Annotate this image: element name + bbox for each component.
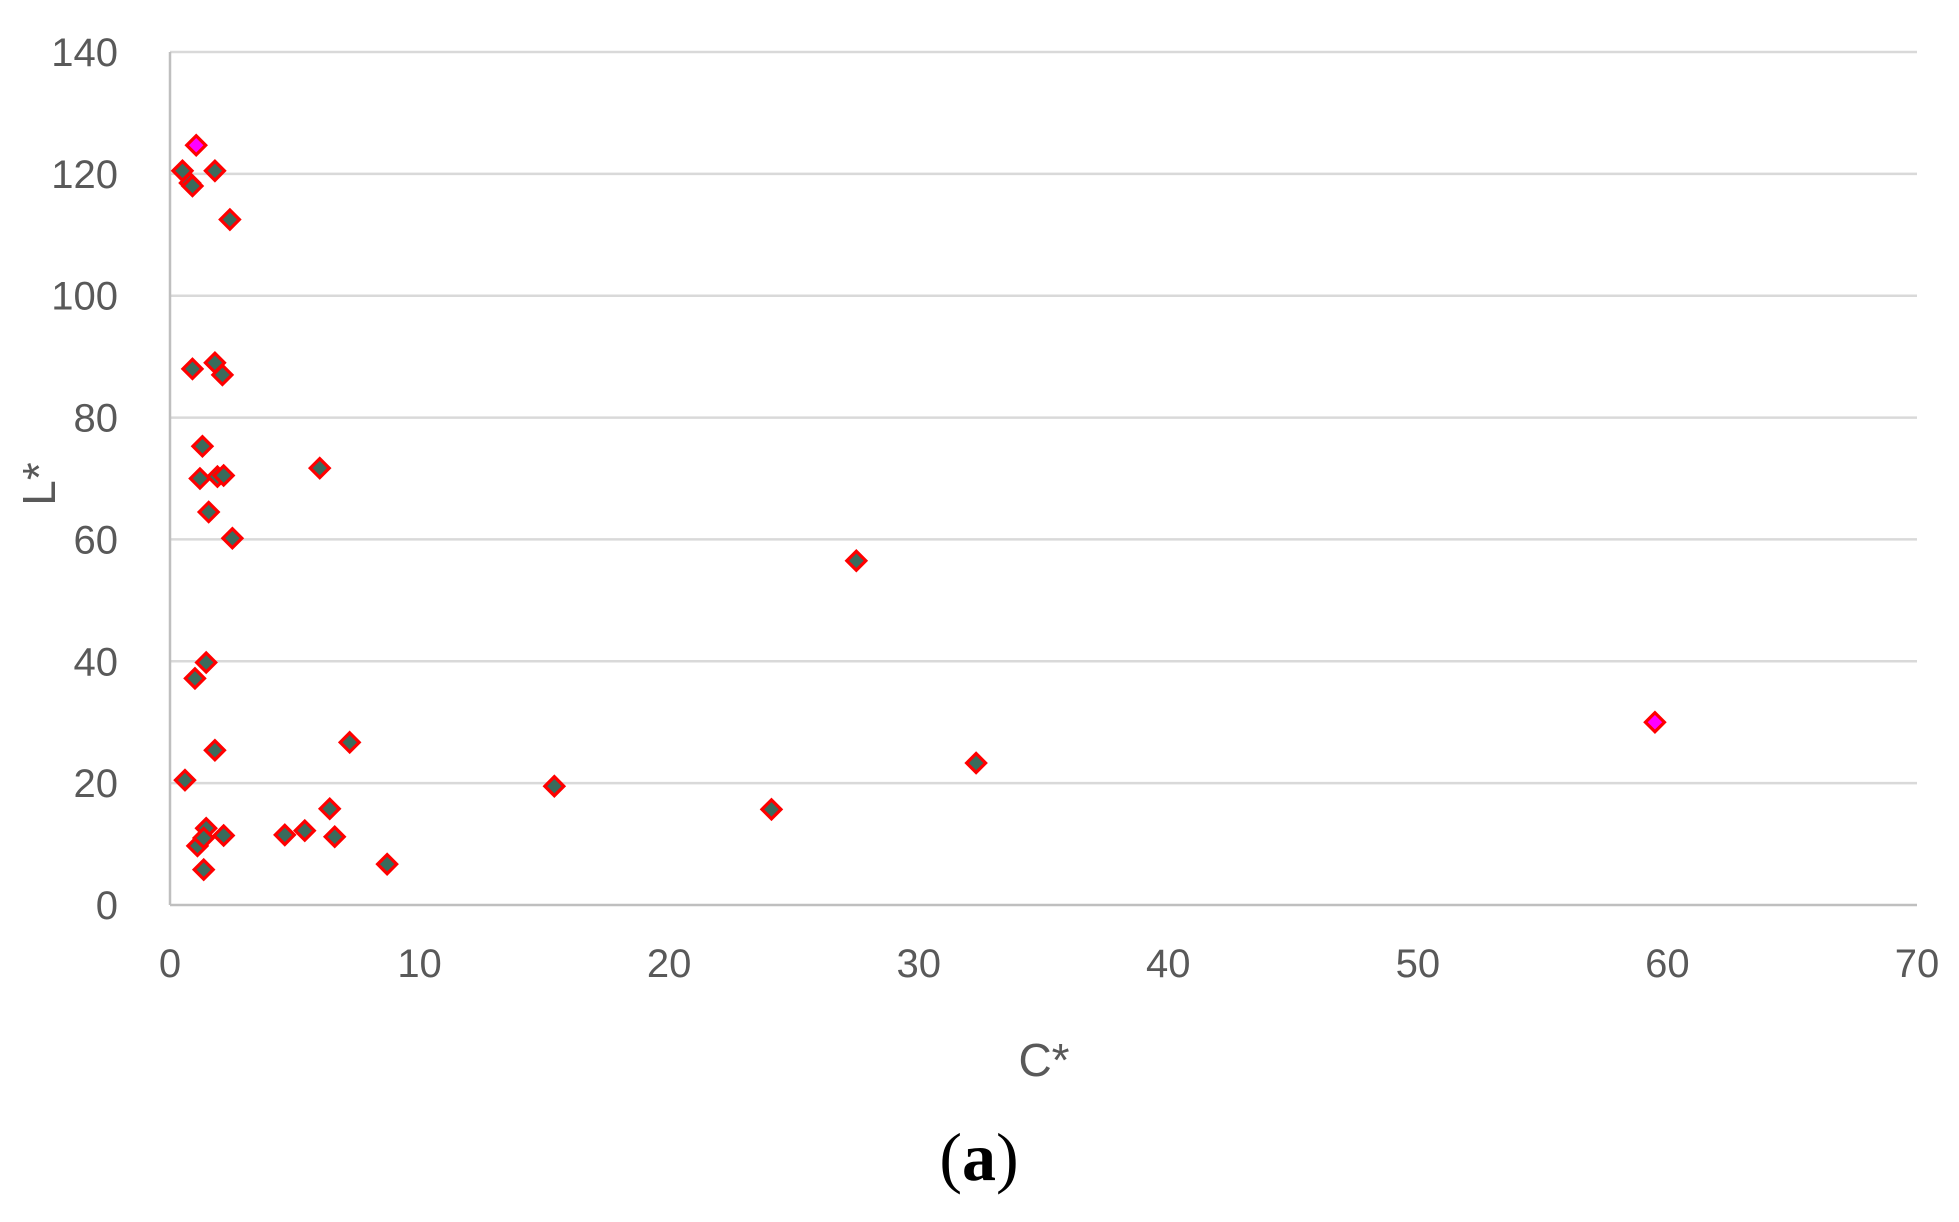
data-point xyxy=(191,826,216,850)
data-point xyxy=(293,818,317,843)
figure-caption: (a) xyxy=(939,1119,1018,1195)
x-tick-label: 40 xyxy=(1146,942,1191,986)
y-tick-label: 20 xyxy=(74,762,119,806)
x-tick-label: 20 xyxy=(647,942,692,986)
data-point xyxy=(542,774,567,798)
x-tick-label: 60 xyxy=(1645,942,1690,986)
y-tick-label: 100 xyxy=(51,275,118,319)
y-axis-title: L* xyxy=(13,462,65,506)
y-tick-label: 80 xyxy=(74,397,119,441)
x-tick-label: 30 xyxy=(896,942,941,986)
x-tick-label: 10 xyxy=(397,942,442,986)
gridlines xyxy=(170,50,1917,785)
data-point xyxy=(322,824,347,849)
data-point xyxy=(317,796,342,821)
data-point xyxy=(188,466,212,491)
data-point xyxy=(191,857,216,882)
x-tick-label: 0 xyxy=(159,942,181,986)
data-point xyxy=(375,852,399,876)
data-point xyxy=(220,526,245,550)
y-tick-label: 40 xyxy=(74,640,119,684)
data-point xyxy=(180,174,205,198)
data-point xyxy=(337,730,362,755)
data-points xyxy=(170,133,1667,882)
x-tick-label: 50 xyxy=(1396,942,1441,986)
y-tick-label: 0 xyxy=(96,884,118,928)
caption-open-paren: ( xyxy=(939,1119,962,1195)
x-axis-title: C* xyxy=(1018,1034,1069,1086)
data-point xyxy=(184,133,208,157)
data-point xyxy=(194,650,218,675)
data-point xyxy=(1643,710,1667,734)
y-tick-label: 140 xyxy=(51,31,118,75)
caption-close-paren: ) xyxy=(996,1119,1019,1195)
y-tick-label: 120 xyxy=(51,153,118,197)
data-point xyxy=(190,434,215,458)
x-tick-label: 70 xyxy=(1895,942,1940,986)
data-point xyxy=(307,456,332,480)
y-tick-label: 60 xyxy=(74,518,119,562)
data-point xyxy=(196,500,221,524)
data-point xyxy=(211,463,236,488)
data-point xyxy=(203,738,227,763)
data-point xyxy=(211,823,236,848)
data-point xyxy=(210,363,235,387)
data-point xyxy=(218,207,242,232)
x-tick-labels: 0 10 20 30 40 50 60 70 xyxy=(159,942,1939,986)
y-tick-labels: 0 20 40 60 80 100 120 140 xyxy=(51,31,118,928)
caption-letter: a xyxy=(962,1119,996,1195)
data-point xyxy=(203,159,227,183)
data-point xyxy=(759,797,784,822)
data-point xyxy=(964,751,988,775)
data-point xyxy=(173,768,197,792)
axes xyxy=(168,52,1917,907)
data-point xyxy=(183,666,207,691)
data-point xyxy=(844,548,869,573)
data-point xyxy=(180,357,205,381)
data-point xyxy=(273,823,297,847)
